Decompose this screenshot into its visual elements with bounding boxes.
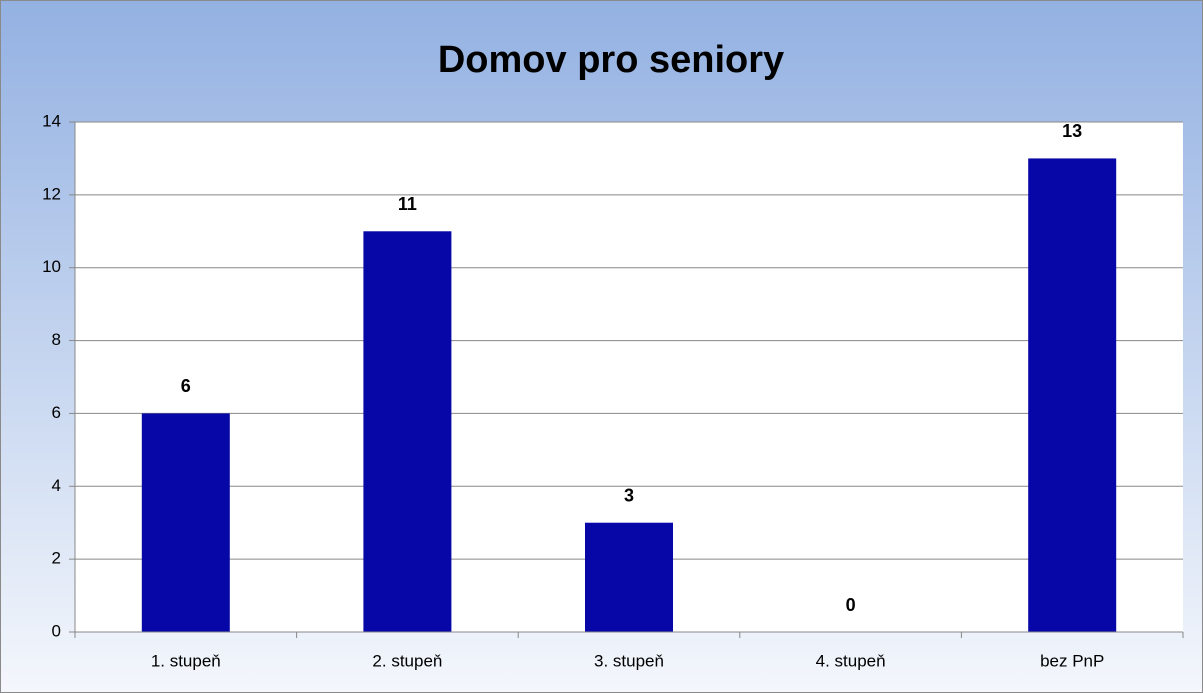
y-tick-label: 8 xyxy=(52,330,61,349)
x-tick-label: 1. stupeň xyxy=(151,651,221,670)
bar xyxy=(585,522,673,632)
value-label: 11 xyxy=(398,194,417,214)
y-tick-label: 4 xyxy=(52,476,61,495)
value-label: 0 xyxy=(846,595,856,615)
x-tick-label: 4. stupeň xyxy=(816,651,886,670)
y-tick-label: 12 xyxy=(42,184,61,203)
x-tick-label: 3. stupeň xyxy=(594,651,664,670)
bar xyxy=(1028,158,1117,632)
y-tick-label: 6 xyxy=(52,403,61,422)
bar xyxy=(363,231,452,633)
value-label: 6 xyxy=(181,376,191,396)
y-tick-label: 2 xyxy=(52,549,61,568)
y-tick-label: 0 xyxy=(52,621,61,640)
value-label: 13 xyxy=(1062,121,1082,141)
y-tick-label: 10 xyxy=(42,257,61,276)
chart-title: Domov pro seniory xyxy=(438,39,784,81)
bar xyxy=(141,413,230,632)
y-tick-label: 14 xyxy=(42,111,61,130)
x-tick-label: bez PnP xyxy=(1040,651,1104,670)
x-tick-label: 2. stupeň xyxy=(372,651,442,670)
value-label: 3 xyxy=(624,485,634,505)
